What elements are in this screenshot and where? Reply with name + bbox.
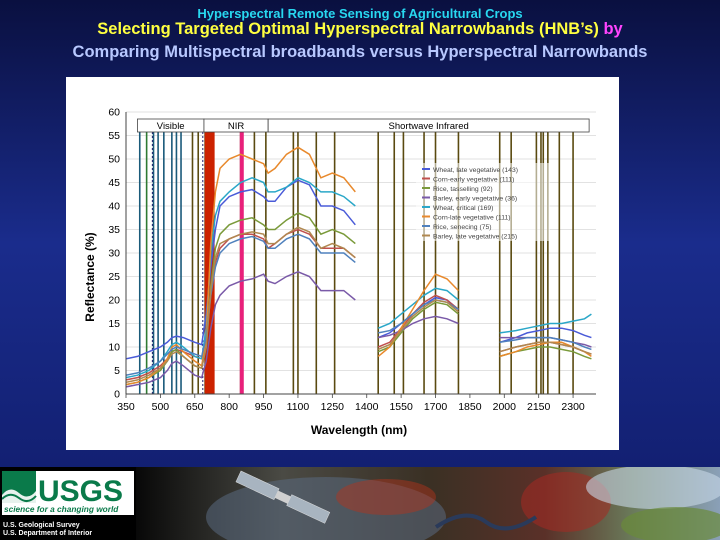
y-tick-label: 30 xyxy=(108,248,120,260)
y-tick-label: 0 xyxy=(114,389,120,401)
x-tick-label: 1250 xyxy=(321,401,345,413)
footer-banner: USGS science for a changing world U.S. G… xyxy=(0,467,720,540)
x-axis-label: Wavelength (nm) xyxy=(311,423,407,437)
x-tick-label: 1700 xyxy=(424,401,448,413)
region-label: Visible xyxy=(157,121,185,132)
y-tick-label: 60 xyxy=(108,107,120,119)
y-tick-label: 15 xyxy=(108,318,120,330)
y-tick-label: 50 xyxy=(108,154,120,166)
x-tick-label: 950 xyxy=(255,401,273,413)
satellite-image-collage xyxy=(136,467,720,540)
satellite-icon xyxy=(235,470,331,524)
x-tick-label: 800 xyxy=(220,401,238,413)
series-line xyxy=(125,226,592,384)
chart-panel: Visible NIR Shortwave Infrared 0 5 10 15 20 25 3… xyxy=(66,77,619,450)
x-tick-label: 1850 xyxy=(458,401,482,413)
series-lines xyxy=(125,146,592,388)
region-label: NIR xyxy=(228,121,245,132)
usgs-logo: USGS science for a changing world xyxy=(2,471,134,515)
spectral-regions: Visible NIR Shortwave Infrared xyxy=(137,118,590,133)
x-tick-label: 2150 xyxy=(527,401,551,413)
x-tick-label: 1400 xyxy=(355,401,379,413)
legend-entry: Rice, tasselling (92) xyxy=(433,186,493,193)
org-line-1: U.S. Geological Survey xyxy=(3,522,80,529)
x-tick-label: 500 xyxy=(152,401,170,413)
y-tick-label: 20 xyxy=(108,295,120,307)
legend-entry: Wheat, critical (169) xyxy=(433,205,493,212)
y-tick-label: 5 xyxy=(114,365,120,377)
legend-entry: Corn-late vegetative (111) xyxy=(433,215,511,222)
axes: 0 5 10 15 20 25 30 35 40 45 50 55 60 350 500 650 800 950 1… xyxy=(108,107,596,413)
y-tick-label: 55 xyxy=(108,130,120,142)
slide-title: Selecting Targeted Optimal Hyperspectral… xyxy=(0,20,720,39)
y-tick-label: 35 xyxy=(108,224,120,236)
grid-lines xyxy=(126,111,596,395)
region-box xyxy=(267,118,590,133)
y-axis-label: Reflectance (%) xyxy=(83,232,97,321)
x-tick-label: 650 xyxy=(186,401,204,413)
series-line xyxy=(125,233,592,376)
legend-entry: Corn-early vegetative (111) xyxy=(433,177,514,184)
reflectance-chart: Visible NIR Shortwave Infrared 0 5 10 15 20 25 3… xyxy=(83,107,596,437)
x-tick-label: 1550 xyxy=(389,401,413,413)
x-tick-label: 2300 xyxy=(561,401,585,413)
usgs-tagline: science for a changing world xyxy=(4,504,119,514)
y-tick-label: 40 xyxy=(108,201,120,213)
legend-box xyxy=(416,163,550,241)
y-tick-label: 45 xyxy=(108,177,120,189)
slide-title-main: Selecting Targeted Optimal Hyperspectral… xyxy=(97,20,599,38)
usgs-logo-text: USGS xyxy=(38,475,123,508)
legend-entry: Barley, late vegetative (215) xyxy=(433,234,517,241)
legend-entry: Wheat, late vegetative (143) xyxy=(433,167,518,174)
y-tick-label: 25 xyxy=(108,271,120,283)
x-tick-label: 1100 xyxy=(287,401,310,413)
narrowband-markers xyxy=(138,132,574,394)
y-tick-label: 10 xyxy=(108,342,120,354)
region-label: Shortwave Infrared xyxy=(389,121,469,132)
x-tick-label: 2000 xyxy=(493,401,517,413)
slide-subtitle: Comparing Multispectral broadbands versu… xyxy=(72,43,648,61)
x-tick-label: 350 xyxy=(117,401,135,413)
org-line-2: U.S. Department of Interior xyxy=(3,530,93,537)
slide-kicker: Hyperspectral Remote Sensing of Agricult… xyxy=(197,6,523,21)
legend-entry: Rice, senecing (75) xyxy=(433,224,492,231)
legend-entry: Barley, early vegetative (36) xyxy=(433,196,517,203)
legend: Wheat, late vegetative (143) Corn-early v… xyxy=(416,163,550,241)
slide-title-highlight: by xyxy=(603,20,623,38)
